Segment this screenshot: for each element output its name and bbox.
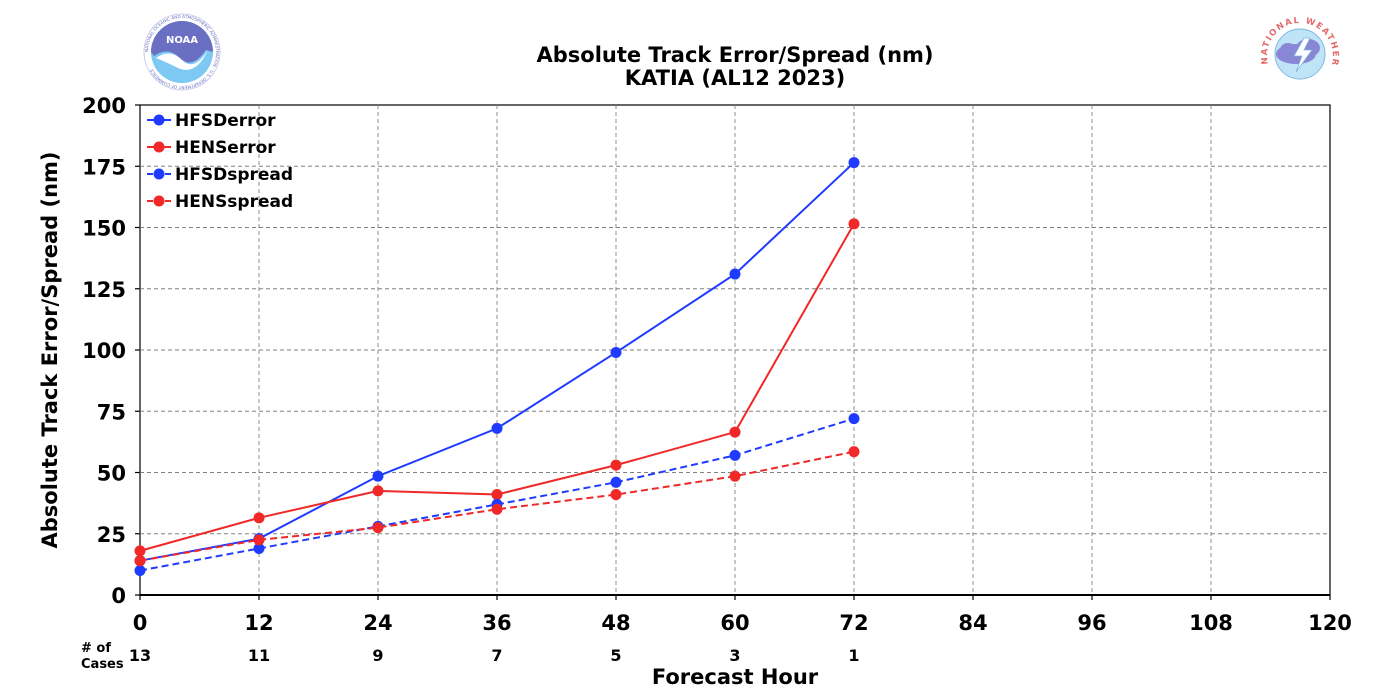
x-tick-label: 108 (1189, 611, 1233, 635)
y-tick-label: 125 (82, 278, 126, 302)
x-tick-label: 60 (720, 611, 749, 635)
data-point (372, 485, 384, 497)
legend: HFSDerror HENSerror HFSDspread HENSspread (147, 111, 293, 212)
chart-title: Absolute Track Error/Spread (nm) (536, 43, 933, 67)
cases-label-line1: # of (81, 641, 111, 656)
case-count: 3 (729, 646, 740, 665)
data-point (729, 449, 741, 461)
chart-subtitle: KATIA (AL12 2023) (625, 66, 845, 90)
noaa-logo-text: NOAA (166, 35, 198, 46)
data-point (134, 545, 146, 557)
cases-row: 13 11 9 7 5 3 1 (129, 646, 860, 665)
legend-label: HENSspread (175, 192, 293, 212)
x-tick-label: 12 (244, 611, 273, 635)
case-count: 13 (129, 646, 151, 665)
series-HENSerror (134, 218, 860, 557)
data-point (491, 489, 503, 501)
x-tick-label: 120 (1308, 611, 1352, 635)
x-axis-label: Forecast Hour (652, 665, 819, 689)
data-point (848, 446, 860, 458)
case-count: 11 (248, 646, 270, 665)
legend-label: HFSDspread (175, 165, 293, 185)
data-point (491, 503, 503, 515)
x-tick-labels: 0 12 24 36 48 60 72 84 96 108 120 (133, 595, 1352, 635)
data-point (610, 489, 622, 501)
legend-swatch-marker (153, 195, 165, 207)
y-tick-label: 75 (97, 400, 126, 424)
x-tick-label: 84 (958, 611, 987, 635)
legend-swatch-marker (153, 114, 165, 126)
data-point (848, 218, 860, 230)
data-point (610, 346, 622, 358)
legend-label: HENSerror (175, 138, 276, 158)
data-point (372, 522, 384, 534)
y-tick-labels: 0 25 50 75 100 125 150 175 200 (82, 94, 140, 608)
plot-area (134, 104, 1331, 596)
x-tick-label: 36 (482, 611, 511, 635)
legend-item: HENSerror (147, 138, 276, 158)
y-tick-label: 175 (82, 155, 126, 179)
x-tick-label: 48 (601, 611, 630, 635)
x-tick-label: 0 (133, 611, 148, 635)
legend-item: HENSspread (147, 192, 293, 212)
legend-item: HFSDerror (147, 111, 276, 131)
series-layer (134, 157, 860, 576)
case-count: 7 (491, 646, 502, 665)
x-tick-label: 72 (839, 611, 868, 635)
data-point (610, 459, 622, 471)
y-tick-label: 150 (82, 217, 126, 241)
noaa-logo: NOAA NATIONAL OCEANIC AND ATMOSPHERIC AD… (143, 13, 221, 91)
data-point (253, 534, 265, 546)
y-tick-label: 200 (82, 94, 126, 118)
x-tick-label: 96 (1077, 611, 1106, 635)
data-point (372, 470, 384, 482)
data-point (491, 422, 503, 434)
y-tick-label: 100 (82, 339, 126, 363)
y-tick-label: 0 (111, 584, 126, 608)
case-count: 5 (610, 646, 621, 665)
nws-logo: NATIONAL WEATHER SERVICE (1260, 16, 1339, 91)
data-point (134, 555, 146, 567)
cases-label-line2: Cases (81, 657, 124, 672)
legend-item: HFSDspread (147, 165, 293, 185)
data-point (134, 565, 146, 576)
data-point (253, 512, 265, 524)
data-point (848, 413, 860, 425)
data-point (848, 157, 860, 169)
data-point (729, 268, 741, 280)
legend-label: HFSDerror (175, 111, 276, 131)
data-point (253, 542, 265, 554)
x-tick-label: 24 (363, 611, 392, 635)
y-tick-label: 50 (97, 462, 126, 486)
case-count: 1 (848, 646, 859, 665)
series-HENSspread (134, 446, 860, 567)
y-axis-label: Absolute Track Error/Spread (nm) (38, 151, 62, 548)
legend-swatch-marker (153, 168, 165, 180)
legend-swatch-marker (153, 141, 165, 153)
data-point (610, 476, 622, 488)
data-point (729, 426, 741, 438)
data-point (729, 470, 741, 482)
y-tick-label: 25 (97, 523, 126, 547)
case-count: 9 (372, 646, 383, 665)
